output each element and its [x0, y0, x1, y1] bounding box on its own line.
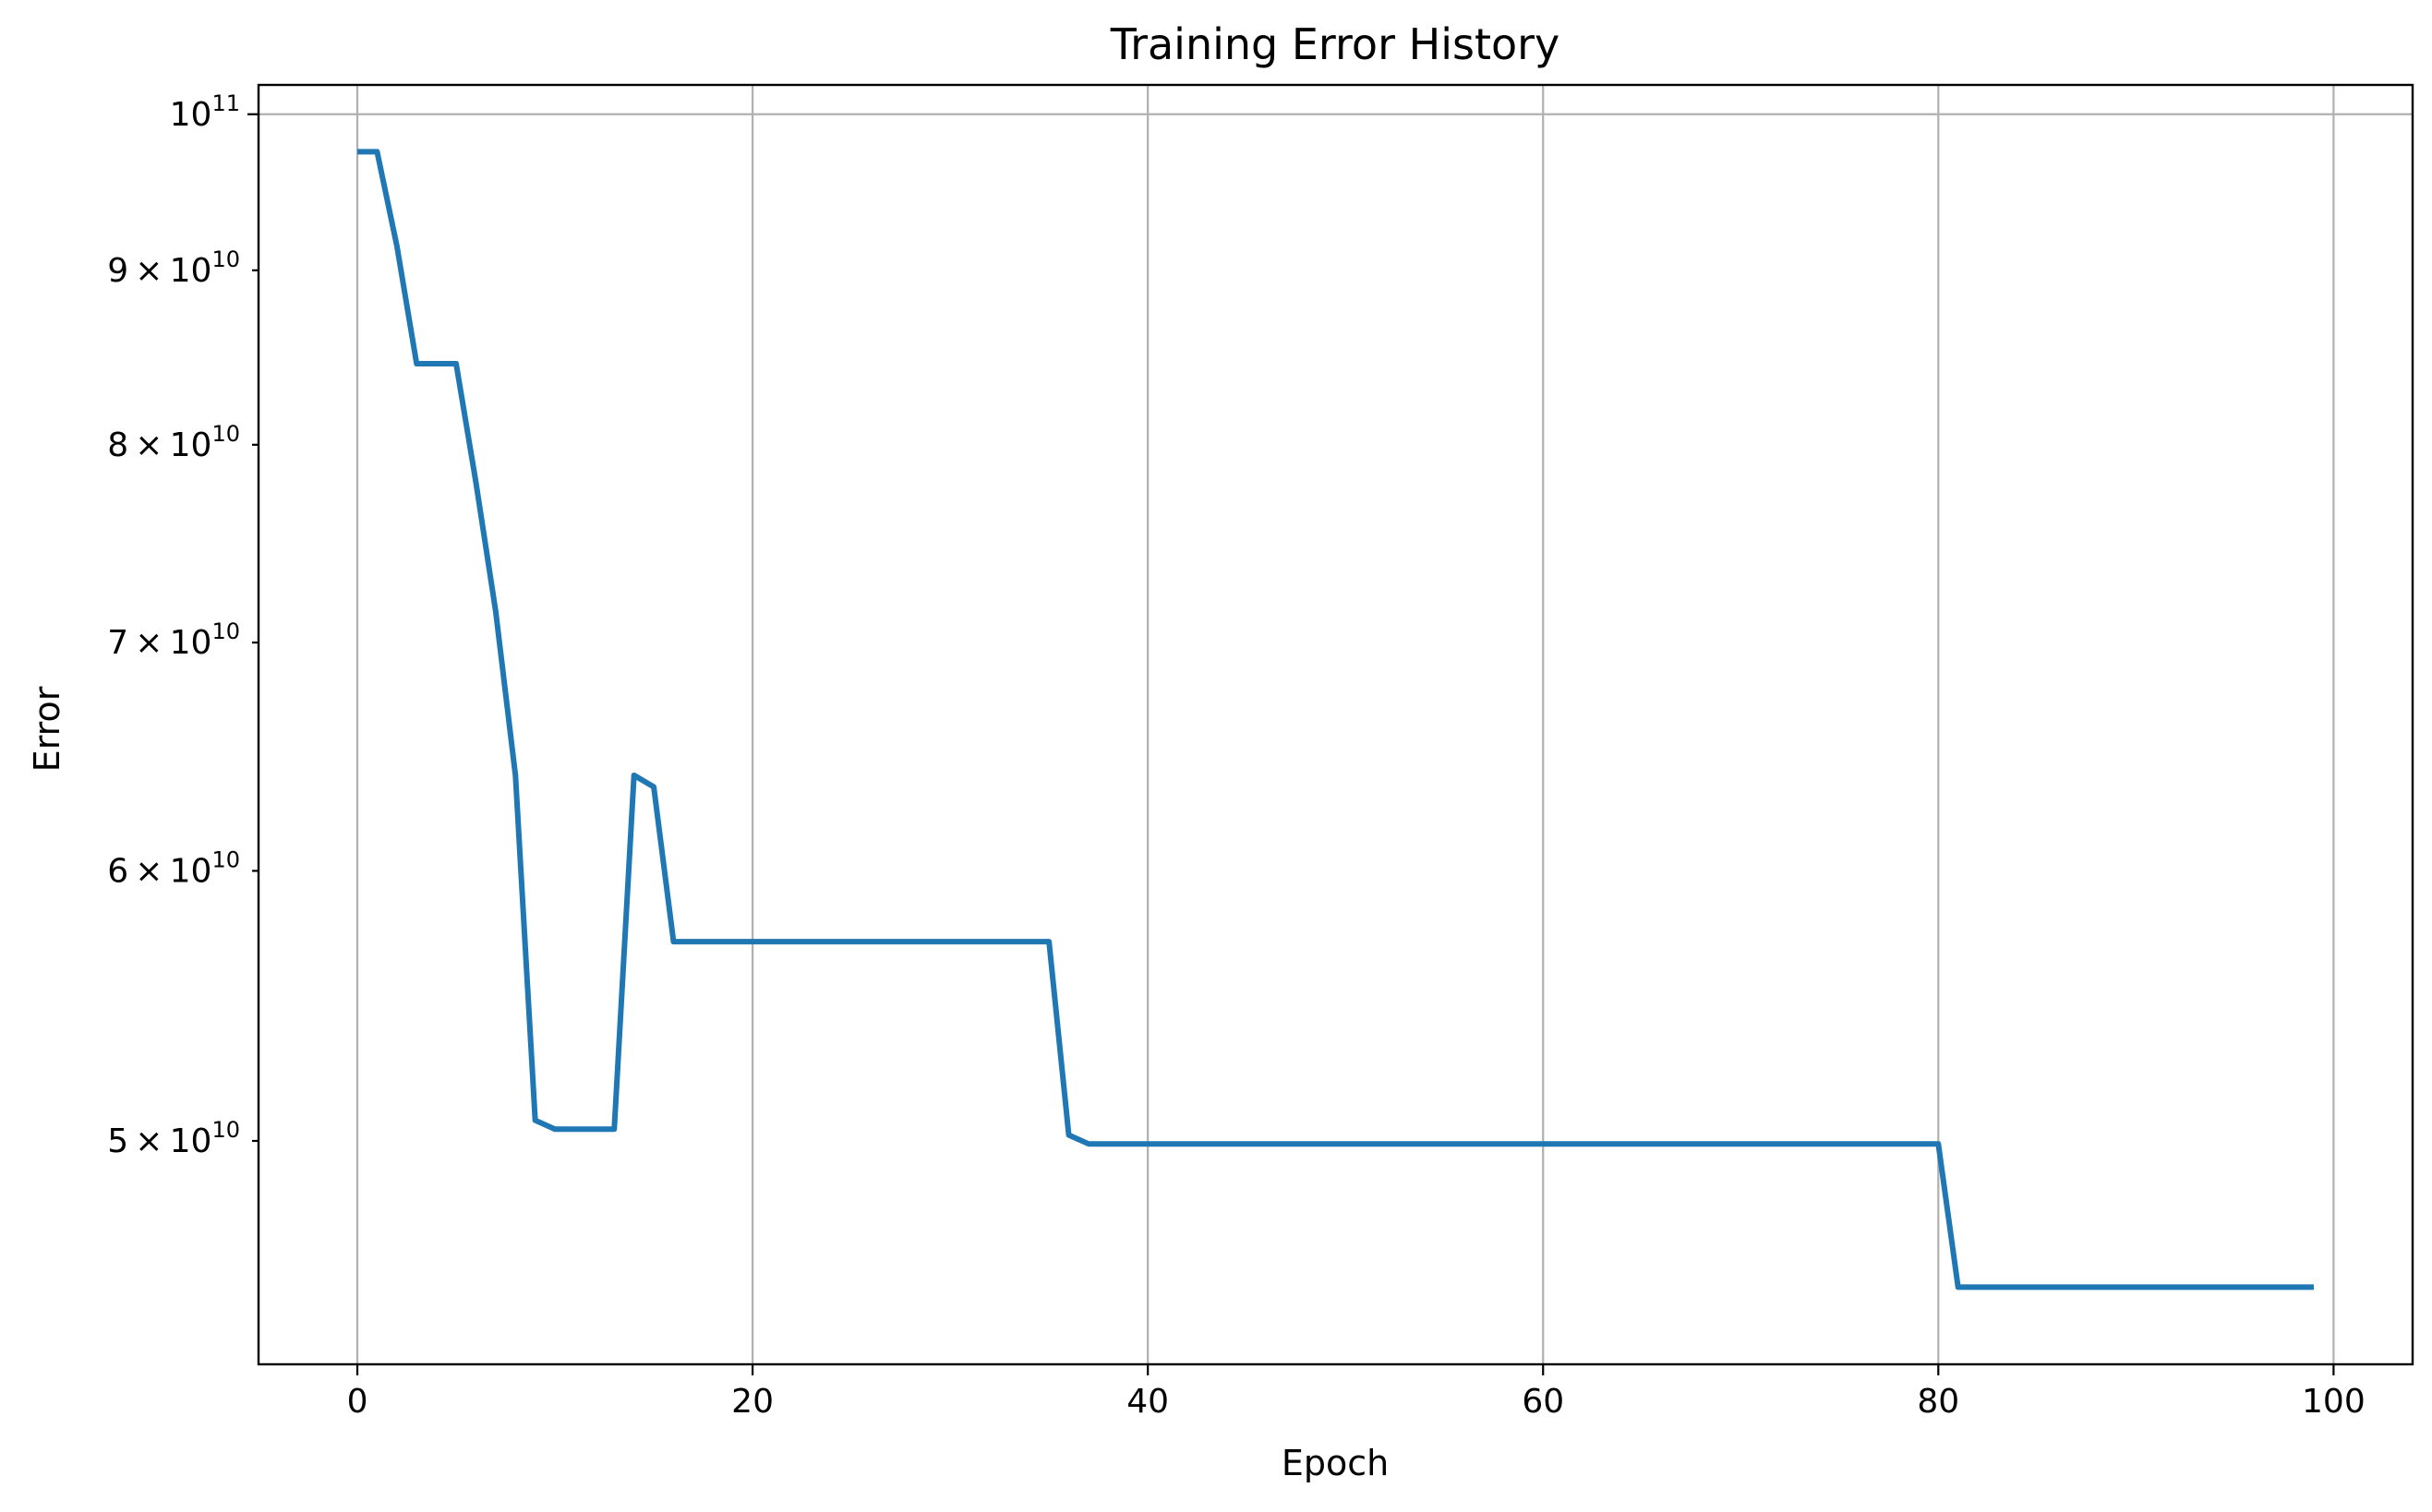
- x-tick-label: 0: [347, 1383, 368, 1421]
- series-layer: [357, 149, 2314, 1290]
- chart-title: Training Error History: [1110, 19, 1560, 69]
- series-line: [357, 149, 2314, 1290]
- x-tick-label: 100: [2302, 1383, 2366, 1421]
- plot-frame: [257, 83, 2414, 1366]
- x-tick-label: 60: [1522, 1383, 1564, 1421]
- x-tick-label: 20: [731, 1383, 774, 1421]
- y-tick-label: 1011: [170, 90, 240, 134]
- y-tick-label: 6 × 1010: [107, 846, 240, 890]
- y-axis-label: Error: [27, 686, 67, 772]
- x-tick-label: 40: [1126, 1383, 1169, 1421]
- y-tick-label: 8 × 1010: [107, 421, 240, 464]
- y-tick-label: 9 × 1010: [107, 246, 240, 290]
- grid: [259, 85, 2413, 1364]
- y-tick-label: 5 × 1010: [107, 1117, 240, 1160]
- ticks: 0 20 40 60 80 100 5 × 1010 6 × 1010 7 × 1010 8 × …: [107, 90, 2366, 1421]
- y-tick-label: 7 × 1010: [107, 618, 240, 662]
- x-tick-label: 80: [1917, 1383, 1959, 1421]
- x-axis-label: Epoch: [1282, 1443, 1389, 1483]
